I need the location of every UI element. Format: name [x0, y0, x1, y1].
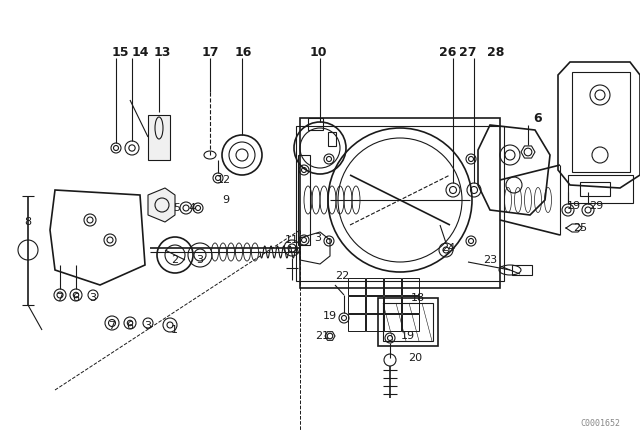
Text: 3: 3: [90, 293, 97, 303]
Text: 6: 6: [534, 112, 542, 125]
Bar: [298, 155, 310, 245]
Bar: [366, 278, 383, 295]
Text: 27: 27: [460, 46, 477, 59]
Text: 25: 25: [573, 223, 587, 233]
Text: 28: 28: [487, 46, 505, 59]
Bar: [348, 278, 365, 295]
Bar: [572, 72, 630, 172]
Bar: [384, 296, 401, 313]
Bar: [402, 314, 419, 331]
Text: 5: 5: [173, 203, 180, 213]
Text: 8: 8: [24, 217, 31, 227]
Bar: [148, 115, 170, 160]
Bar: [512, 265, 532, 275]
Bar: [402, 278, 419, 295]
Bar: [568, 175, 633, 203]
Bar: [300, 118, 500, 288]
Bar: [402, 296, 419, 313]
Text: 19: 19: [401, 331, 415, 341]
Text: 20: 20: [408, 353, 422, 363]
Text: 17: 17: [201, 46, 219, 59]
Text: 21: 21: [315, 331, 329, 341]
Text: 15: 15: [111, 46, 129, 59]
Bar: [348, 296, 365, 313]
Text: 7: 7: [56, 293, 63, 303]
Bar: [384, 314, 401, 331]
Text: 18: 18: [411, 293, 425, 303]
Bar: [348, 314, 365, 331]
Bar: [296, 126, 504, 281]
Bar: [580, 182, 610, 196]
Text: 2: 2: [172, 255, 179, 265]
Text: 22: 22: [335, 271, 349, 281]
Text: 7: 7: [108, 321, 116, 331]
Bar: [383, 303, 433, 341]
Bar: [366, 296, 383, 313]
Text: C0001652: C0001652: [580, 419, 620, 428]
Text: 3: 3: [314, 233, 321, 243]
Text: 9: 9: [223, 195, 230, 205]
Bar: [308, 118, 323, 130]
Text: 26: 26: [439, 46, 457, 59]
Text: 12: 12: [217, 175, 231, 185]
Text: 14: 14: [131, 46, 148, 59]
Text: 3: 3: [145, 321, 152, 331]
Polygon shape: [148, 188, 175, 222]
Text: 11: 11: [285, 235, 299, 245]
Text: 3: 3: [196, 255, 204, 265]
Text: 13: 13: [154, 46, 171, 59]
Text: 6: 6: [127, 321, 134, 331]
Bar: [366, 314, 383, 331]
Text: 23: 23: [483, 255, 497, 265]
Text: 16: 16: [234, 46, 252, 59]
Text: 10: 10: [309, 46, 327, 59]
Bar: [384, 278, 401, 295]
Text: 1: 1: [170, 325, 177, 335]
Bar: [378, 298, 438, 346]
Text: 24: 24: [441, 243, 455, 253]
Text: 4: 4: [188, 203, 196, 213]
Bar: [328, 132, 336, 146]
Text: 19: 19: [323, 311, 337, 321]
Text: 6: 6: [72, 293, 79, 303]
Text: 19: 19: [567, 201, 581, 211]
Text: 29: 29: [589, 201, 603, 211]
